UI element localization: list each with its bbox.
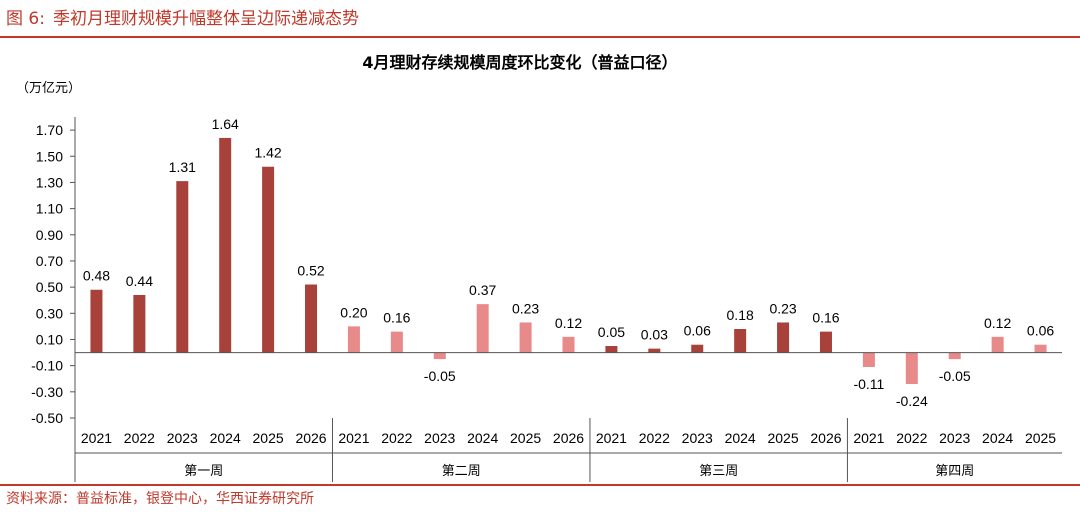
bar-2022-g1 bbox=[133, 294, 146, 353]
x-category-label: 2024 bbox=[210, 430, 241, 446]
top-divider bbox=[0, 36, 1080, 38]
bar-data-label: 0.12 bbox=[555, 315, 582, 331]
bar-chart: 4月理财存续规模周度环比变化（普益口径） （万亿元） 1.701.501.301… bbox=[16, 53, 1062, 482]
x-category-label: 2024 bbox=[467, 430, 498, 446]
figure-label: 图 6: bbox=[6, 9, 45, 29]
y-tick-label: 0.70 bbox=[36, 253, 63, 269]
x-category-label: 2022 bbox=[381, 430, 412, 446]
bar-2023-g2 bbox=[433, 352, 446, 360]
bars bbox=[90, 137, 1047, 384]
bar-data-label: 0.48 bbox=[83, 268, 110, 284]
x-category-label: 2022 bbox=[124, 430, 155, 446]
bar-2023-g1 bbox=[176, 181, 189, 353]
data-labels: 0.48 0.44 1.31 1.64 1.42 0.52 0.20 0.16 -0.05 0.3… bbox=[83, 116, 1055, 409]
x-category-label: 2026 bbox=[810, 430, 841, 446]
bar-data-label: 1.42 bbox=[254, 145, 281, 161]
y-tick-label: 0.10 bbox=[36, 331, 63, 347]
bar-2021-g1 bbox=[90, 289, 103, 353]
x-category-label: 2025 bbox=[767, 430, 798, 446]
x-category-label: 2024 bbox=[982, 430, 1013, 446]
x-axis: 2021 2022 2023 2024 2025 2026 第一周 2021 2022 2023 2… bbox=[74, 352, 1062, 482]
y-tick-label: 0.30 bbox=[36, 305, 63, 321]
x-category-label: 2021 bbox=[596, 430, 627, 446]
bar-data-label: 0.20 bbox=[340, 304, 367, 320]
x-category-label: 2021 bbox=[853, 430, 884, 446]
x-category-label: 2025 bbox=[1025, 430, 1056, 446]
bar-data-label: 0.03 bbox=[641, 327, 668, 343]
bar-2023-g4 bbox=[948, 352, 961, 360]
x-category-label: 2025 bbox=[253, 430, 284, 446]
bar-2021-g3 bbox=[605, 346, 618, 353]
bar-data-label: 0.16 bbox=[383, 310, 410, 326]
source-note: 资料来源：普益标准，银登中心，华西证券研究所 bbox=[6, 491, 314, 507]
bar-2025-g3 bbox=[777, 322, 790, 353]
y-unit-label: （万亿元） bbox=[16, 81, 81, 96]
x-category-label: 2023 bbox=[424, 430, 455, 446]
x-category-label: 2026 bbox=[295, 430, 326, 446]
bar-2022-g3 bbox=[648, 348, 661, 353]
y-tick-label: 1.30 bbox=[36, 174, 63, 190]
figure-title: 图 6: 季初月理财规模升幅整体呈边际递减态势 bbox=[6, 6, 359, 32]
bar-data-label: -0.05 bbox=[424, 368, 456, 384]
bar-data-label: 1.64 bbox=[212, 116, 239, 132]
bar-data-label: 0.23 bbox=[512, 300, 539, 316]
y-tick-label: -0.10 bbox=[31, 358, 63, 374]
x-category-label: 2023 bbox=[939, 430, 970, 446]
y-tick-label: -0.30 bbox=[31, 384, 63, 400]
bar-2021-g2 bbox=[347, 326, 360, 353]
y-tick-label: -0.50 bbox=[31, 410, 63, 426]
bar-data-label: 1.31 bbox=[169, 159, 196, 175]
bar-2022-g2 bbox=[390, 331, 403, 353]
x-category-label: 2023 bbox=[167, 430, 198, 446]
chart-title: 4月理财存续规模周度环比变化（普益口径） bbox=[362, 53, 677, 72]
bar-data-label: 0.52 bbox=[297, 263, 324, 279]
x-group-label: 第三周 bbox=[699, 464, 738, 479]
bar-2021-g4 bbox=[862, 352, 875, 367]
bar-data-label: 0.12 bbox=[984, 315, 1011, 331]
bar-2025-g2 bbox=[519, 322, 532, 353]
bar-2024-g1 bbox=[219, 137, 232, 353]
bar-2025-g1 bbox=[262, 166, 275, 353]
bar-2023-g3 bbox=[691, 344, 704, 353]
bar-data-label: -0.24 bbox=[896, 393, 928, 409]
y-tick-label: 1.70 bbox=[36, 122, 63, 138]
bar-2026-g1 bbox=[305, 284, 318, 353]
bar-data-label: 0.44 bbox=[126, 273, 153, 289]
bar-2024-g4 bbox=[991, 336, 1004, 353]
bar-data-label: 0.23 bbox=[769, 300, 796, 316]
figure-caption: 季初月理财规模升幅整体呈边际递减态势 bbox=[52, 9, 359, 29]
y-axis: 1.70 1.50 1.30 1.10 0.90 0.70 0.50 0.30 0.10 -0.1… bbox=[31, 117, 76, 426]
x-category-label: 2022 bbox=[639, 430, 670, 446]
bottom-divider bbox=[0, 484, 1080, 486]
bar-data-label: 0.16 bbox=[812, 310, 839, 326]
bar-data-label: 0.06 bbox=[684, 323, 711, 339]
bar-2026-g2 bbox=[562, 336, 575, 353]
bar-data-label: -0.05 bbox=[939, 368, 971, 384]
bar-data-label: 0.37 bbox=[469, 282, 496, 298]
x-category-label: 2022 bbox=[896, 430, 927, 446]
y-tick-label: 0.90 bbox=[36, 227, 63, 243]
bar-2022-g4 bbox=[905, 352, 918, 384]
x-category-label: 2024 bbox=[725, 430, 756, 446]
bar-data-label: 0.18 bbox=[727, 307, 754, 323]
bar-2024-g3 bbox=[734, 329, 747, 353]
bar-data-label: 0.06 bbox=[1027, 323, 1054, 339]
y-tick-label: 0.50 bbox=[36, 279, 63, 295]
y-tick-label: 1.50 bbox=[36, 148, 63, 164]
bar-2024-g2 bbox=[476, 304, 489, 353]
bar-data-label: 0.05 bbox=[598, 324, 625, 340]
x-group-label: 第四周 bbox=[935, 464, 974, 479]
bar-2026-g3 bbox=[819, 331, 832, 353]
x-group-label: 第一周 bbox=[184, 464, 223, 479]
bar-2025-g4 bbox=[1034, 344, 1047, 353]
bar-data-label: -0.11 bbox=[853, 376, 884, 392]
y-tick-label: 1.10 bbox=[36, 201, 63, 217]
x-category-label: 2026 bbox=[553, 430, 584, 446]
x-category-label: 2025 bbox=[510, 430, 541, 446]
x-category-label: 2023 bbox=[682, 430, 713, 446]
x-group-label: 第二周 bbox=[442, 464, 481, 479]
x-category-label: 2021 bbox=[338, 430, 369, 446]
x-category-label: 2021 bbox=[81, 430, 112, 446]
